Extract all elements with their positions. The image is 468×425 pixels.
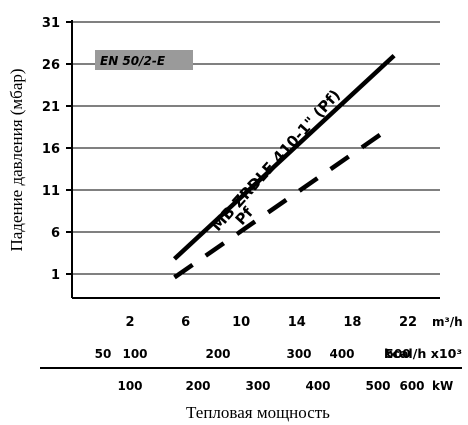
x-tick-label-kcal: 50 <box>95 347 112 361</box>
model-badge-label: EN 50/2-E <box>100 54 166 68</box>
model-badge-box <box>95 50 193 70</box>
x-tick-label-kcal: 500 <box>385 347 410 361</box>
series-line-solid <box>172 53 396 261</box>
x-axis-kcal-unit: kcal/h x10³ <box>384 347 462 361</box>
x-tick-label-kw: 400 <box>305 379 330 393</box>
y-tick-label: 6 <box>51 226 60 241</box>
x-tick-label-flow: 22 <box>399 315 417 330</box>
x-tick-label-kcal: 400 <box>329 347 354 361</box>
x-tick-label-kw: 300 <box>245 379 270 393</box>
series-line-dashed <box>173 125 393 280</box>
series-group <box>172 53 396 280</box>
x-axis-title: Тепловая мощность <box>186 403 330 422</box>
x-tick-label-flow: 14 <box>288 315 306 330</box>
y-tick-label: 31 <box>42 16 60 31</box>
x-tick-label-flow: 2 <box>125 315 134 330</box>
x-axis-flow-unit: m³/h <box>432 315 463 329</box>
y-tick-label: 26 <box>42 58 60 73</box>
y-tick-label: 16 <box>42 142 60 157</box>
x-tick-label-flow: 10 <box>232 315 250 330</box>
model-badge: EN 50/2-E <box>95 50 193 70</box>
y-tick-label: 1 <box>51 268 60 283</box>
y-axis-title: Падение давления (мбар) <box>7 68 26 251</box>
x-ticks-flow: 2 6 10 14 18 22 <box>125 315 417 330</box>
x-tick-label-kw: 200 <box>185 379 210 393</box>
x-tick-label-kw: 500 <box>365 379 390 393</box>
series-label-solid: MB ZRDLE 410-1" (Pf) <box>208 86 344 235</box>
x-tick-label-kcal: 200 <box>205 347 230 361</box>
x-tick-label-flow: 6 <box>181 315 190 330</box>
x-tick-label-flow: 18 <box>343 315 361 330</box>
x-tick-label-kcal: 300 <box>286 347 311 361</box>
x-axis-kw-unit: kW <box>432 379 453 393</box>
x-ticks-kcal: 50 100 200 300 400 500 <box>95 347 411 361</box>
x-tick-label-kw: 100 <box>117 379 142 393</box>
y-ticks: 31 26 21 16 11 6 1 <box>42 16 72 283</box>
x-tick-label-kw: 600 <box>399 379 424 393</box>
x-tick-label-kcal: 100 <box>122 347 147 361</box>
y-tick-label: 21 <box>42 100 60 115</box>
y-tick-label: 11 <box>42 184 60 199</box>
x-ticks-kw: 100 200 300 400 500 600 <box>117 379 424 393</box>
